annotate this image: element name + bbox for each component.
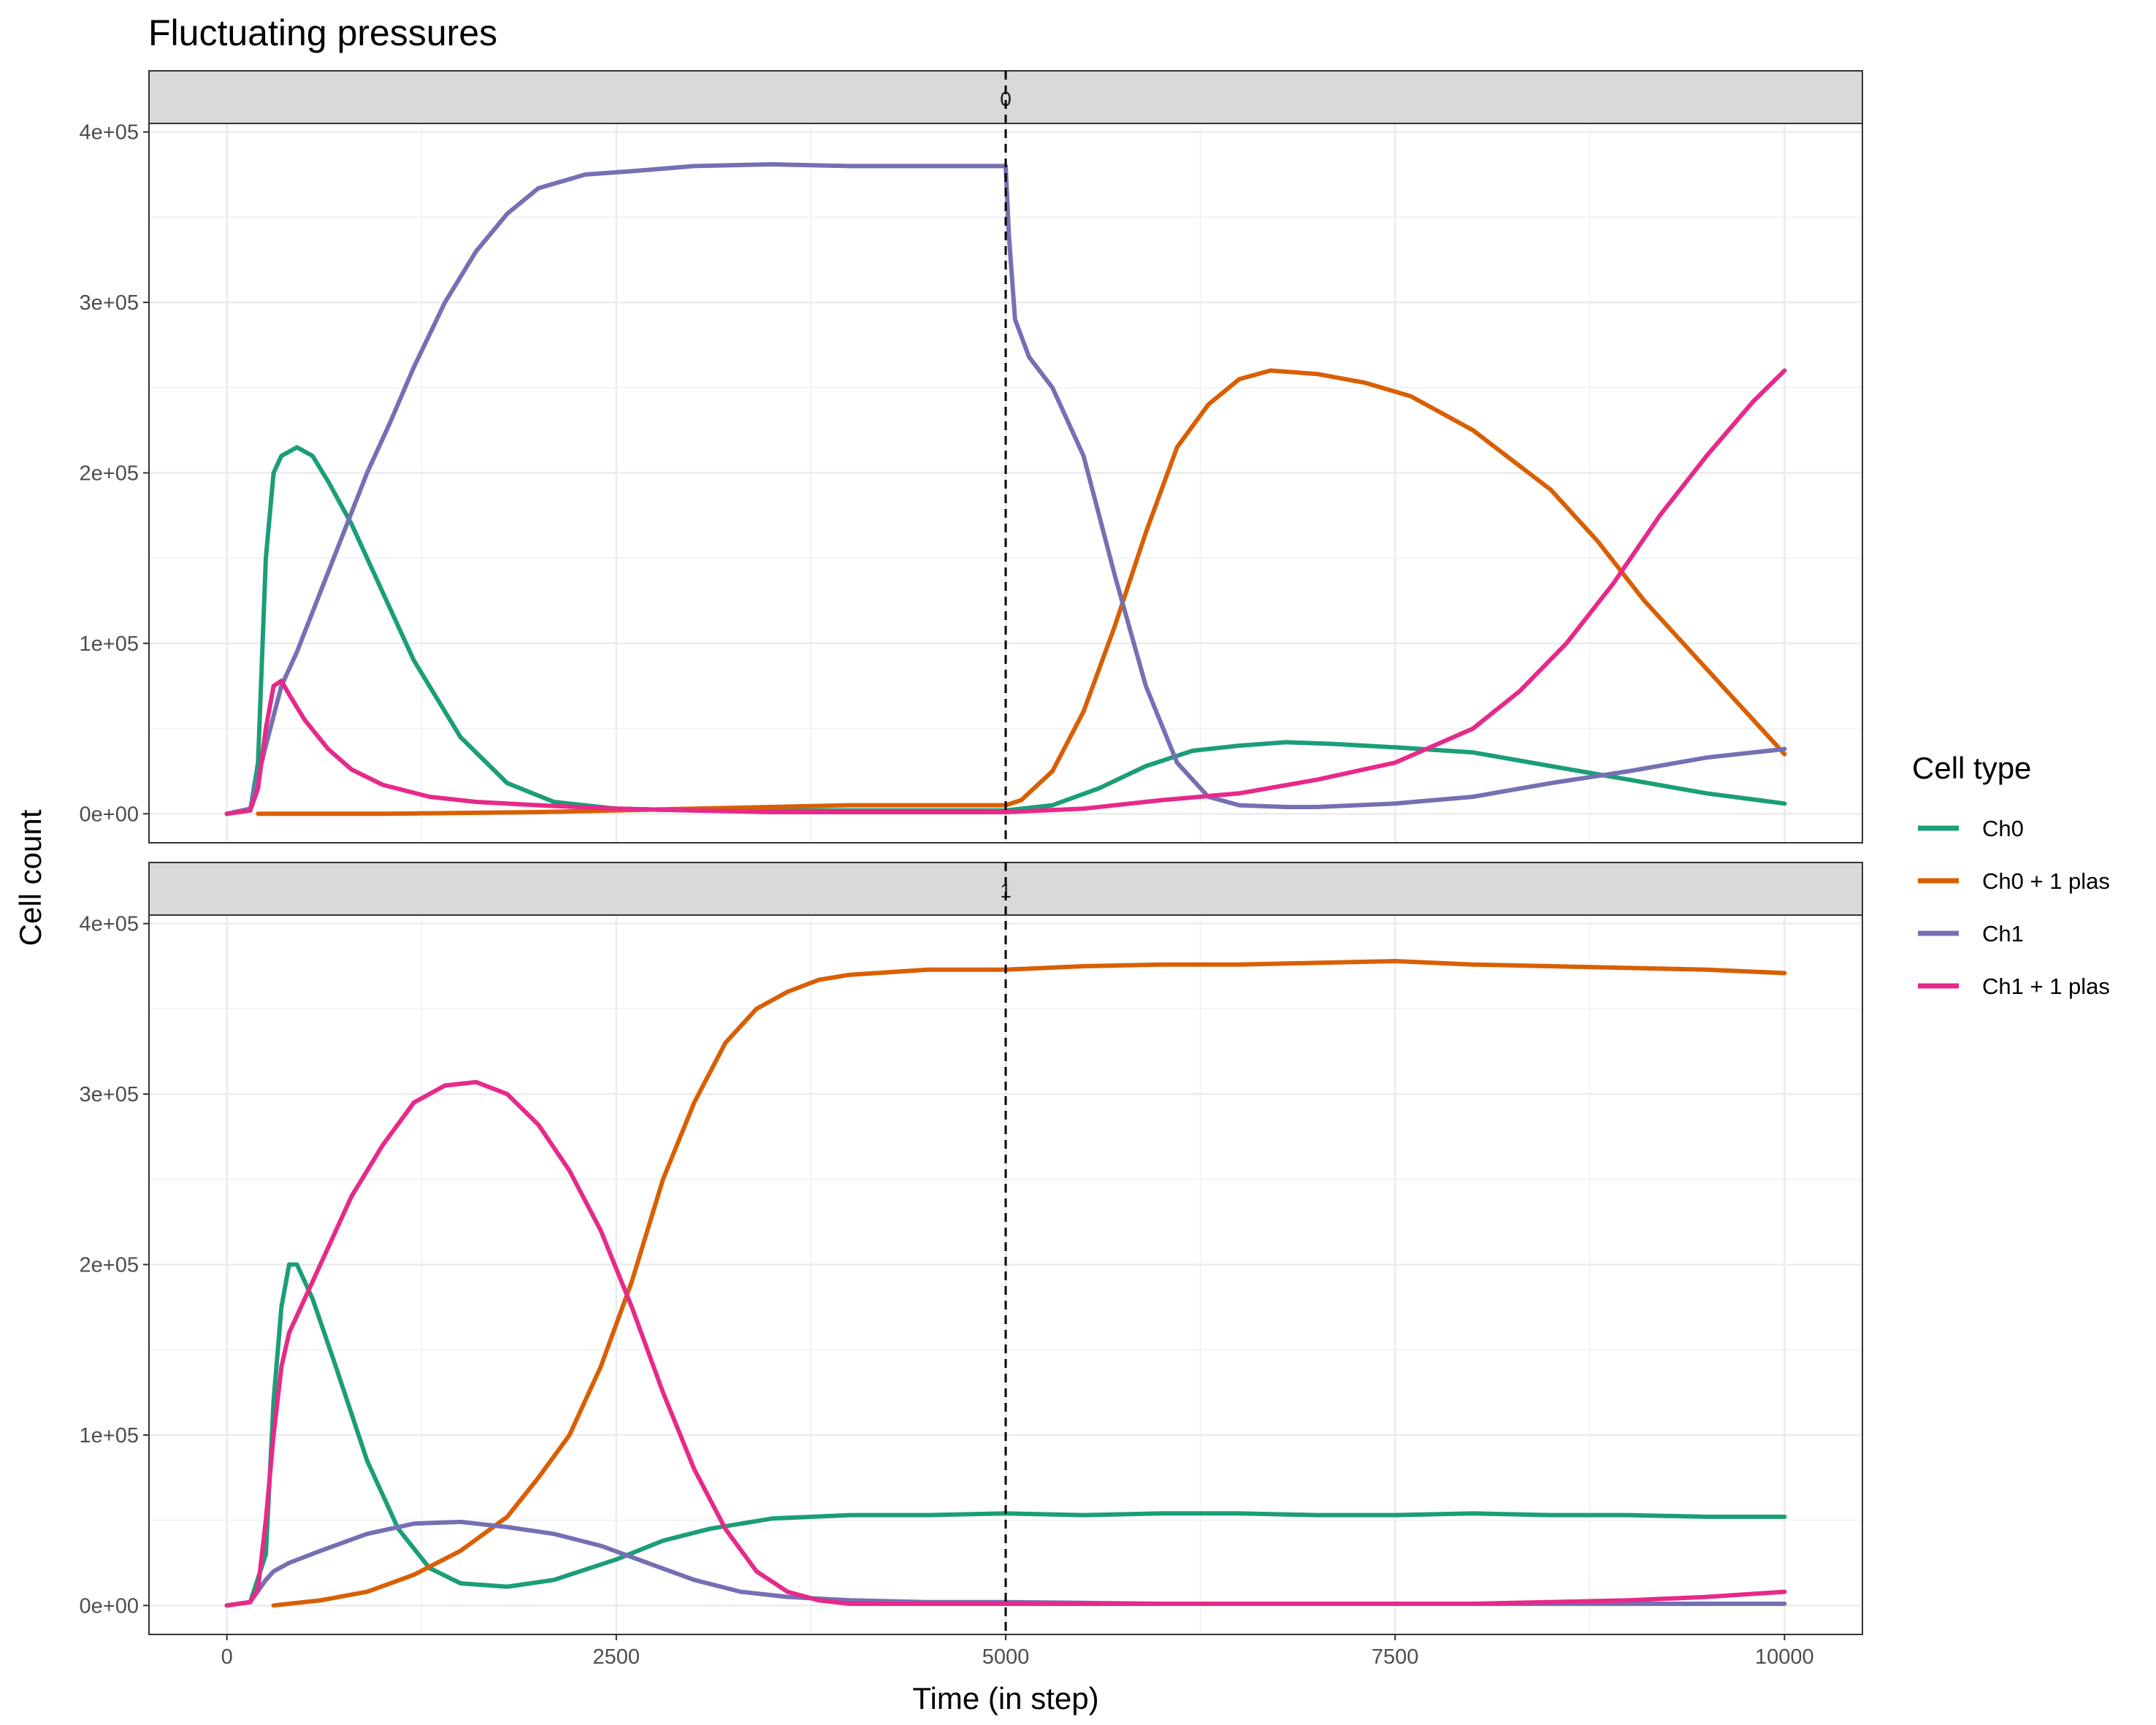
series-line-ch1 [224,162,1787,816]
x-tick-label: 7500 [1372,1645,1419,1669]
series-line-ch0 [224,1262,1787,1608]
series-line-ch0-1-plas [256,368,1787,816]
y-tick-label: 1e+05 [80,1424,139,1447]
x-axis-ticks: 0 2500 5000 7500 10000 [221,1634,1814,1669]
y-tick-label: 0e+00 [80,1594,139,1618]
panel-border-0 [148,123,1863,844]
y-tick-label: 2e+05 [80,1253,139,1277]
facet-panel-0: 0 0e+00 1e+05 2e+05 3e+05 4e+05 [80,70,1863,844]
facet-panel-1: 1 0e+00 1e+05 2e+05 3e+05 4e+05 [80,862,1863,1635]
series-line-ch1-1-plas [224,1079,1787,1608]
legend: Cell type Ch0 Ch0 + 1 plas Ch1 Ch1 + 1 plas [1912,751,2110,999]
legend-label-ch0: Ch0 [1982,816,2024,841]
legend-label-ch0-1-plas: Ch0 + 1 plas [1982,868,2110,894]
series-line-ch0-1-plas [271,959,1787,1608]
y-axis-ticks-0: 0e+00 1e+05 2e+05 3e+05 4e+05 [80,121,149,826]
y-tick-label: 1e+05 [80,632,139,656]
x-tick-label: 10000 [1755,1645,1814,1669]
y-axis-ticks-1: 0e+00 1e+05 2e+05 3e+05 4e+05 [80,913,149,1618]
y-tick-label: 3e+05 [80,1083,139,1106]
y-tick-label: 4e+05 [80,913,139,936]
y-tick-label: 2e+05 [80,462,139,485]
chart-title: Fluctuating pressures [148,12,497,53]
x-tick-label: 2500 [593,1645,641,1669]
facet-strip-label-1: 1 [1000,879,1012,902]
x-axis-title: Time (in step) [912,1681,1098,1716]
legend-items: Ch0 Ch0 + 1 plas Ch1 Ch1 + 1 plas [1918,816,2110,999]
y-tick-label: 0e+00 [80,803,139,826]
facet-strip-label-0: 0 [1000,88,1012,110]
x-tick-label: 5000 [982,1645,1030,1669]
legend-label-ch1-1-plas: Ch1 + 1 plas [1982,974,2110,999]
x-tick-label: 0 [221,1645,233,1669]
y-tick-label: 3e+05 [80,291,139,315]
series-group-0 [224,162,1787,816]
series-line-ch1-1-plas [224,368,1787,816]
legend-title: Cell type [1912,751,2031,785]
series-group-1 [224,959,1787,1608]
legend-label-ch1: Ch1 [1982,921,2024,946]
y-tick-label: 4e+05 [80,121,139,145]
y-axis-title: Cell count [13,809,47,946]
